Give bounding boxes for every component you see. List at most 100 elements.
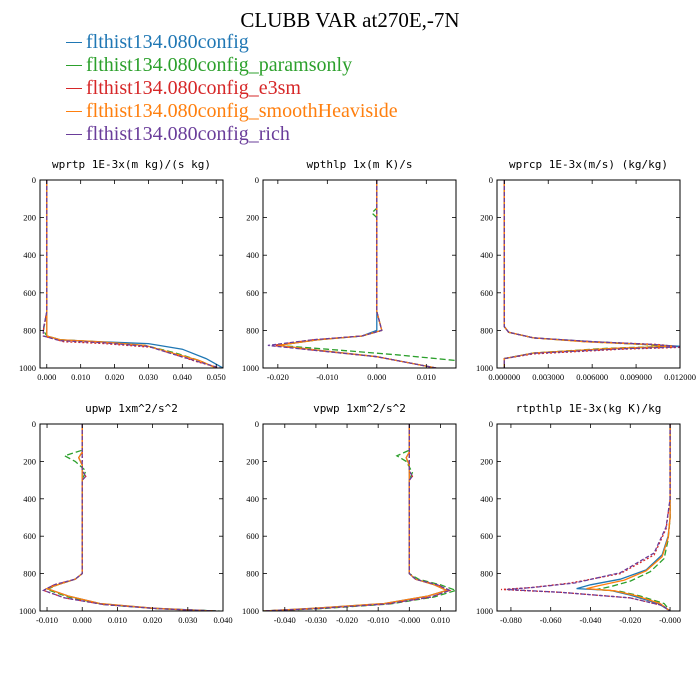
panel: wpthlp 1x(m K)/s 0 200 400 600 800 1000 -0.020 -… (242, 158, 457, 382)
x-tick-label: 0.012000 (664, 372, 696, 382)
series-line (277, 180, 456, 362)
series-line (272, 180, 437, 368)
legend-label: flthist134.080config_paramsonly (86, 54, 353, 76)
series-line (586, 424, 671, 611)
series-group (41, 424, 220, 611)
x-tick-label: 0.050 (207, 372, 226, 382)
y-tick-label: 400 (480, 250, 493, 260)
y-tick-label: 600 (246, 288, 259, 298)
series-line (500, 424, 671, 611)
y-tick-label: 1000 (476, 363, 493, 373)
series-line (506, 424, 671, 611)
x-tick-label: 0.000000 (488, 372, 520, 382)
figure-title: CLUBB VAR at270E,-7N (240, 8, 460, 32)
x-tick-label: -0.000 (659, 615, 681, 625)
plot-frame (262, 423, 457, 612)
series-line (45, 424, 213, 611)
y-tick-label: 800 (246, 325, 259, 335)
x-tick-label: 0.020 (143, 615, 162, 625)
series-group (267, 180, 456, 368)
y-tick-label: 200 (23, 213, 36, 223)
x-tick-label: -0.010 (367, 615, 389, 625)
series-line (45, 424, 217, 611)
x-tick-label: 0.010 (71, 372, 90, 382)
series-line (46, 180, 217, 368)
y-tick-label: 400 (480, 494, 493, 504)
legend-label: flthist134.080config_smoothHeaviside (86, 100, 398, 122)
y-tick-label: 600 (23, 531, 36, 541)
panel: vpwp 1xm^2/s^2 0 200 400 600 800 1000 -0.040 -0.… (242, 402, 457, 625)
x-tick-label: -0.060 (540, 615, 562, 625)
legend-label: flthist134.080config_e3sm (86, 77, 301, 99)
y-tick-label: 200 (23, 456, 36, 466)
panel-title: wprcp 1E-3x(m/s) (kg/kg) (509, 158, 668, 171)
panel-title: vpwp 1xm^2/s^2 (313, 402, 406, 415)
y-tick-label: 800 (23, 569, 36, 579)
y-tick-label: 1000 (242, 363, 259, 373)
plot-frame (39, 179, 224, 369)
y-tick-label: 400 (23, 494, 36, 504)
x-tick-label: -0.010 (316, 372, 338, 382)
panel-title: rtpthlp 1E-3x(kg K)/kg (516, 402, 662, 415)
legend-item: flthist134.080config_paramsonly (66, 54, 398, 77)
series-line (503, 180, 680, 368)
x-tick-label: 0.006000 (576, 372, 608, 382)
series-line (263, 424, 452, 611)
y-tick-label: 1000 (19, 606, 36, 616)
series-line (45, 424, 220, 611)
x-tick-label: -0.040 (274, 615, 296, 625)
legend-item: flthist134.080config_smoothHeaviside (66, 100, 398, 123)
y-tick-label: 200 (480, 456, 493, 466)
y-tick-label: 0 (32, 419, 36, 429)
y-tick-label: 600 (480, 288, 493, 298)
x-tick-label: 0.020 (105, 372, 124, 382)
legend-line-icon (66, 111, 82, 112)
series-line (46, 180, 223, 368)
plot-frame (39, 423, 224, 612)
series-line (503, 180, 680, 368)
series-line (263, 424, 449, 611)
x-tick-label: 0.010 (417, 372, 436, 382)
series-group (503, 180, 680, 368)
series-line (277, 180, 437, 368)
x-tick-label: 0.000 (37, 372, 56, 382)
y-tick-label: 1000 (242, 606, 259, 616)
panel: wprtp 1E-3x(m kg)/(s kg) 0 200 400 600 800 100… (19, 158, 226, 382)
series-line (267, 180, 437, 368)
y-tick-label: 0 (489, 175, 493, 185)
legend-label: flthist134.080config_rich (86, 123, 290, 145)
x-tick-label: -0.020 (336, 615, 358, 625)
y-tick-label: 200 (480, 213, 493, 223)
y-tick-label: 400 (246, 250, 259, 260)
x-tick-label: 0.000 (73, 615, 92, 625)
y-tick-label: 800 (246, 569, 259, 579)
panel-title: upwp 1xm^2/s^2 (85, 402, 178, 415)
y-tick-label: 200 (246, 456, 259, 466)
series-line (503, 180, 666, 368)
y-tick-label: 600 (480, 531, 493, 541)
x-tick-label: 0.040 (213, 615, 232, 625)
panel: wprcp 1E-3x(m/s) (kg/kg) 0 200 400 600 800 100… (476, 158, 696, 382)
series-line (503, 180, 673, 368)
series-line (41, 424, 217, 611)
legend-line-icon (66, 65, 82, 66)
y-tick-label: 800 (23, 325, 36, 335)
series-line (277, 180, 437, 368)
legend-item: flthist134.080config (66, 31, 398, 54)
y-tick-label: 0 (255, 419, 259, 429)
y-tick-label: 1000 (476, 606, 493, 616)
legend-item: flthist134.080config_rich (66, 123, 398, 146)
series-group (42, 180, 223, 368)
x-tick-label: 0.010 (108, 615, 127, 625)
plot-frame (496, 179, 681, 369)
x-tick-label: -0.010 (36, 615, 58, 625)
x-tick-label: -0.030 (305, 615, 327, 625)
y-tick-label: 400 (23, 250, 36, 260)
series-line (503, 180, 680, 368)
x-tick-label: 0.009000 (620, 372, 652, 382)
plot-frame (262, 179, 457, 369)
legend-item: flthist134.080config_e3sm (66, 77, 398, 100)
y-tick-label: 800 (480, 569, 493, 579)
y-tick-label: 600 (246, 531, 259, 541)
